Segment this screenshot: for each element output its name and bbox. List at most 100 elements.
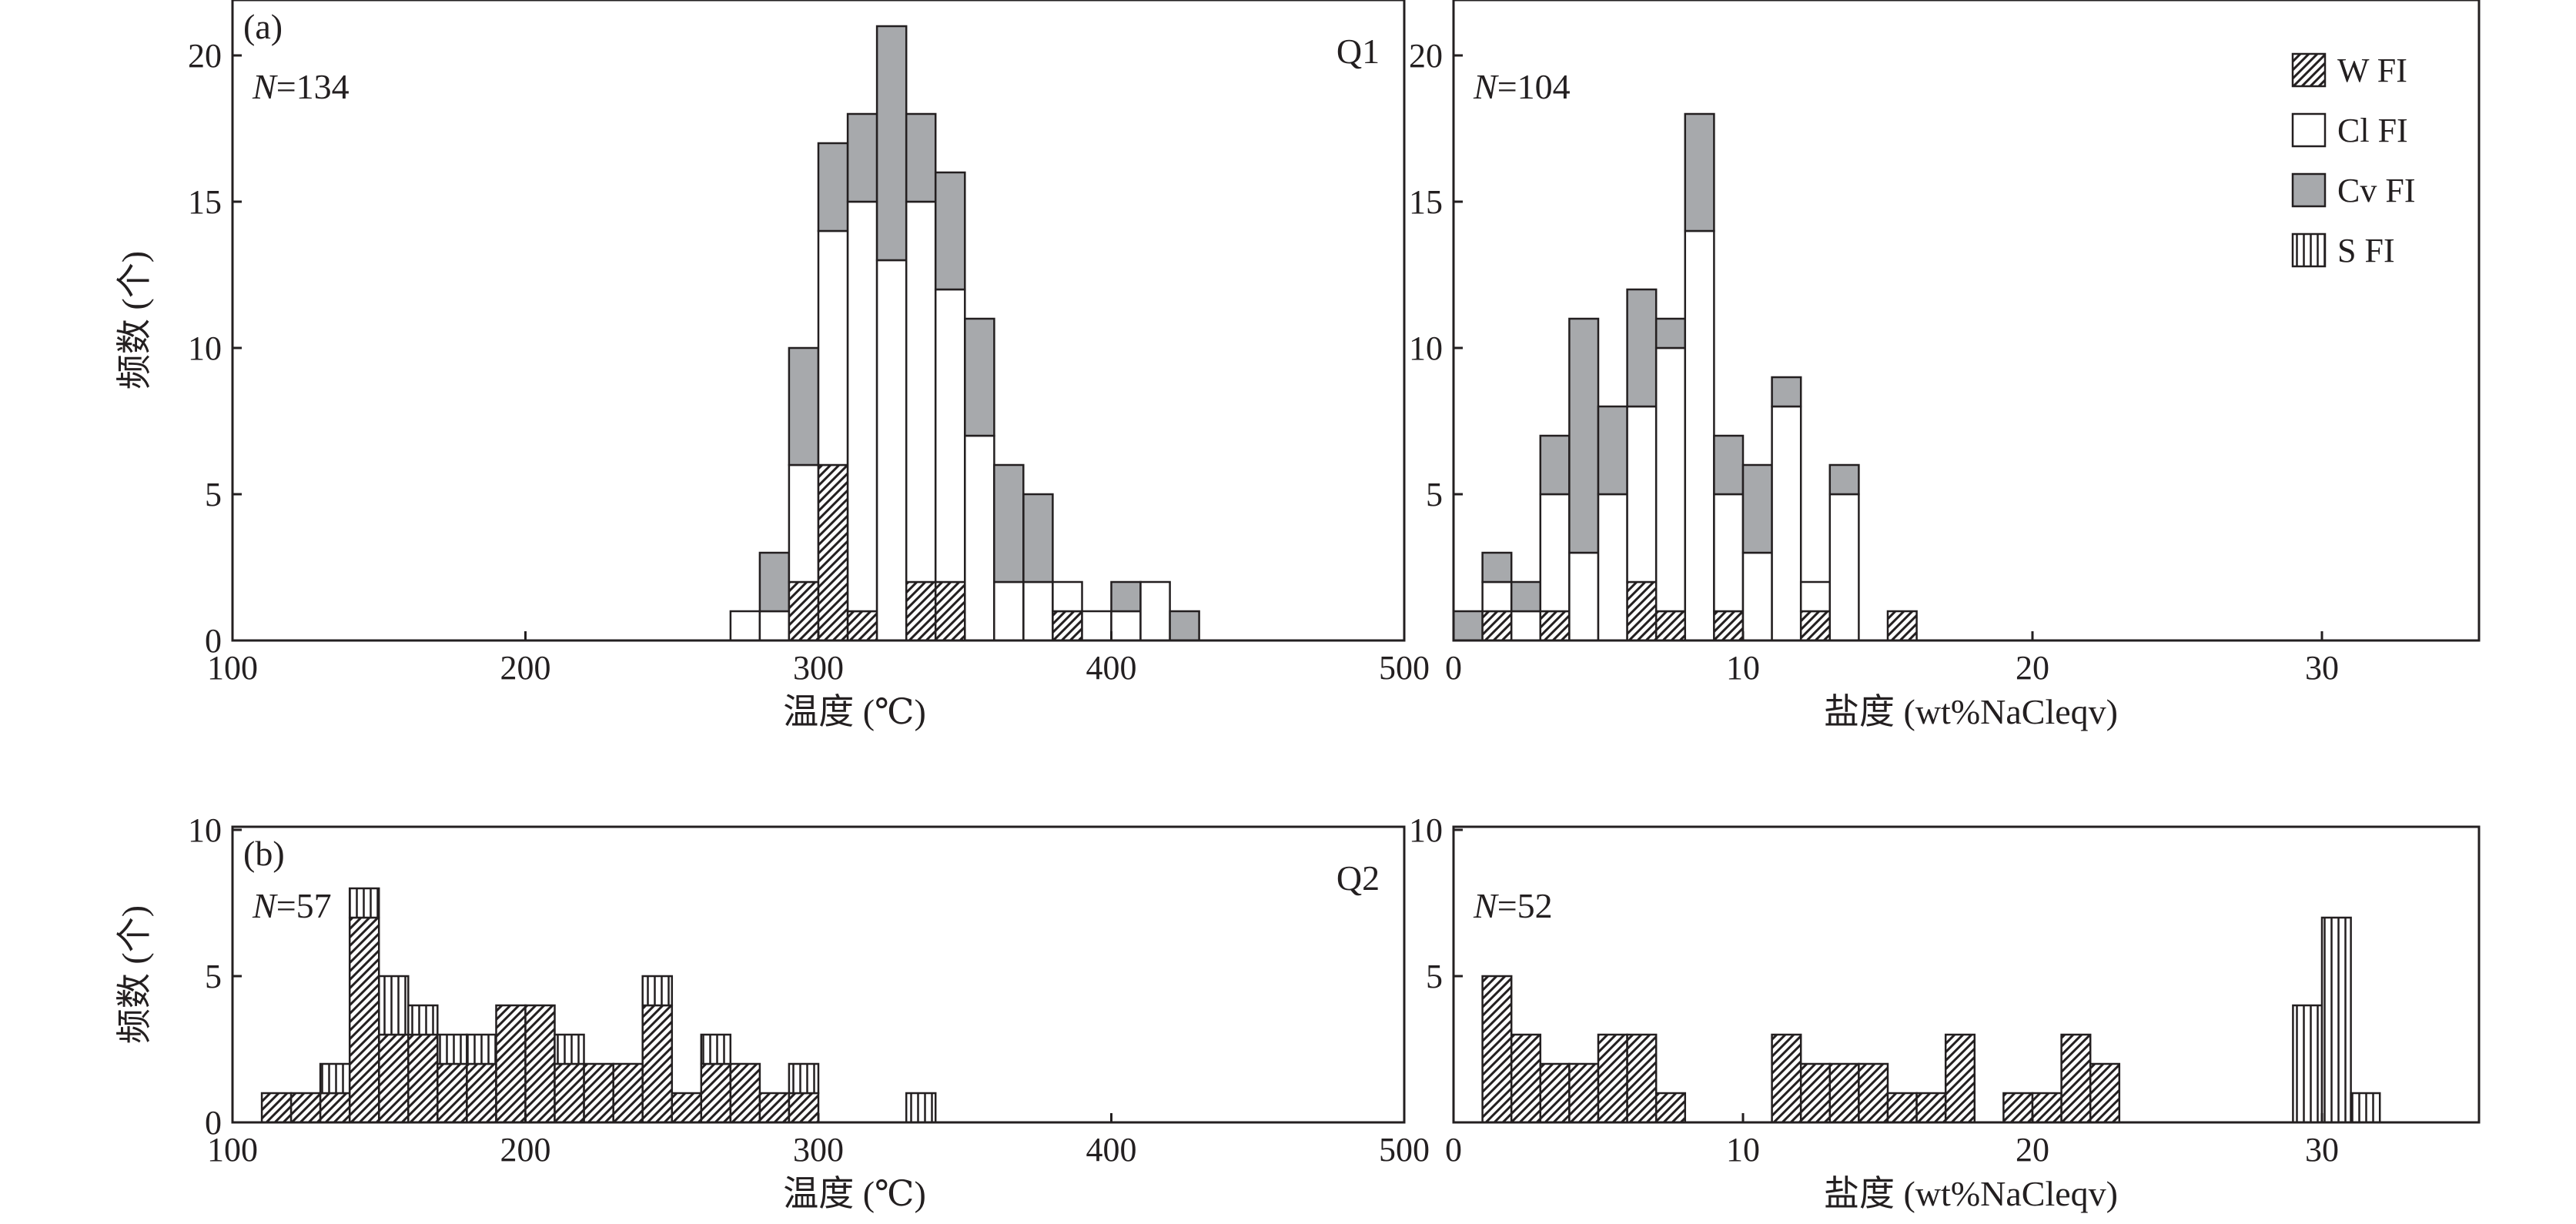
bar-w-290 bbox=[788, 1092, 820, 1124]
legend-label: Cl FI bbox=[2337, 112, 2408, 149]
bar-w-160 bbox=[407, 1033, 439, 1124]
legend-swatch bbox=[2291, 172, 2327, 208]
bar-cv-7 bbox=[1654, 317, 1687, 349]
legend-item-cl: Cl FI bbox=[2291, 112, 2408, 149]
legend-swatch bbox=[2291, 232, 2327, 268]
x-tick-label: 10 bbox=[1726, 649, 1760, 687]
bar-cl-4 bbox=[1568, 551, 1600, 642]
bar-w-16 bbox=[1915, 1092, 1947, 1124]
bar-cl-320 bbox=[875, 259, 908, 642]
bar-s-30 bbox=[2320, 916, 2352, 1124]
n-symbol: N bbox=[252, 67, 278, 106]
panel-3: 100 200 300 400 500 0 5 10 温度 (℃) 频数 (个) (b) Q2 N=57 bbox=[115, 811, 1430, 1213]
bar-cv-310 bbox=[846, 112, 878, 203]
bar-w-7 bbox=[1654, 610, 1687, 642]
bar-s-140 bbox=[348, 887, 380, 919]
bar-s-29 bbox=[2292, 1004, 2323, 1124]
y-tick-label: 15 bbox=[1409, 183, 1443, 221]
sample-label: Q2 bbox=[1337, 858, 1380, 898]
bar-s-170 bbox=[437, 1033, 468, 1065]
bar-cv-370 bbox=[1022, 493, 1054, 584]
bar-cv-8 bbox=[1684, 112, 1715, 232]
x-tick-label: 400 bbox=[1086, 649, 1137, 687]
y-tick-label: 0 bbox=[205, 1104, 222, 1142]
x-tick-label: 20 bbox=[2016, 649, 2049, 687]
bar-s-240 bbox=[641, 975, 674, 1007]
bar-cl-300 bbox=[817, 229, 849, 467]
x-tick-label: 300 bbox=[793, 649, 844, 687]
bar-s-180 bbox=[466, 1033, 497, 1065]
plot-frame bbox=[1452, 0, 2481, 642]
legend-label: W FI bbox=[2337, 52, 2407, 89]
legend-item-s: S FI bbox=[2291, 232, 2395, 269]
bar-s-160 bbox=[407, 1004, 439, 1036]
bar-cv-11 bbox=[1771, 376, 1802, 408]
bar-cv-0 bbox=[1452, 610, 1484, 642]
bar-w-250 bbox=[671, 1092, 703, 1124]
bar-s-260 bbox=[700, 1033, 732, 1065]
bar-cv-330 bbox=[905, 112, 937, 203]
bar-cv-420 bbox=[1169, 610, 1200, 642]
bar-cv-5 bbox=[1597, 405, 1628, 496]
y-tick-label: 5 bbox=[205, 476, 222, 513]
legend-swatch bbox=[2291, 112, 2327, 148]
bar-cl-400 bbox=[1110, 610, 1142, 642]
bar-w-1 bbox=[1481, 610, 1513, 642]
bar-cl-330 bbox=[905, 200, 937, 584]
bar-w-120 bbox=[289, 1092, 322, 1124]
bar-cl-5 bbox=[1597, 493, 1628, 642]
legend-label: Cv FI bbox=[2337, 172, 2415, 209]
bar-s-150 bbox=[378, 975, 410, 1036]
bar-w-140 bbox=[348, 916, 380, 1124]
x-tick-label: 10 bbox=[1726, 1131, 1760, 1169]
bar-w-130 bbox=[319, 1092, 351, 1124]
n-value: =134 bbox=[276, 67, 350, 106]
bar-cv-340 bbox=[934, 171, 966, 291]
bar-w-6 bbox=[1626, 580, 1658, 642]
bar-cv-3 bbox=[1539, 434, 1571, 496]
bar-w-380 bbox=[1052, 610, 1083, 642]
bar-cl-270 bbox=[729, 610, 761, 642]
legend-item-cv: Cv FI bbox=[2291, 172, 2415, 209]
bar-cv-300 bbox=[817, 142, 849, 232]
x-tick-label: 20 bbox=[2016, 1131, 2049, 1169]
legend-label: S FI bbox=[2337, 232, 2395, 269]
bar-w-330 bbox=[905, 580, 937, 642]
y-tick-label: 20 bbox=[1409, 37, 1443, 75]
bar-cl-390 bbox=[1081, 610, 1112, 642]
x-tick-label: 0 bbox=[1445, 649, 1462, 687]
bar-cl-7 bbox=[1654, 346, 1687, 613]
bar-w-170 bbox=[437, 1062, 468, 1124]
bar-w-230 bbox=[612, 1062, 644, 1124]
panel-2: 0 10 20 30 5 10 15 20 盐度 (wt%NaCleqv) N=104 bbox=[1409, 0, 2481, 731]
bar-w-9 bbox=[1713, 610, 1745, 642]
sample-label: Q1 bbox=[1337, 32, 1380, 71]
bar-w-190 bbox=[495, 1004, 527, 1124]
y-tick-label: 0 bbox=[205, 622, 222, 660]
bar-w-7 bbox=[1654, 1092, 1687, 1124]
bar-cl-290 bbox=[788, 463, 820, 584]
y-axis-label: 频数 (个) bbox=[115, 905, 154, 1044]
bar-w-210 bbox=[554, 1062, 585, 1124]
n-symbol: N bbox=[252, 886, 278, 925]
x-tick-label: 30 bbox=[2305, 649, 2339, 687]
y-tick-label: 15 bbox=[188, 183, 222, 221]
n-value: =52 bbox=[1497, 886, 1553, 925]
panel-label: (a) bbox=[243, 7, 283, 46]
bar-w-3 bbox=[1539, 610, 1571, 642]
bar-w-5 bbox=[1597, 1033, 1628, 1124]
bar-w-15 bbox=[1886, 610, 1918, 642]
bar-w-12 bbox=[1799, 610, 1832, 642]
bar-cl-310 bbox=[846, 200, 878, 613]
bar-cv-360 bbox=[993, 463, 1025, 584]
legend: W FI Cl FI Cv FI S FI bbox=[2291, 52, 2415, 269]
bar-w-340 bbox=[934, 580, 966, 642]
x-axis-label: 盐度 (wt%NaCleqv) bbox=[1824, 1174, 2118, 1213]
bar-cv-6 bbox=[1626, 288, 1658, 408]
bar-w-270 bbox=[729, 1062, 761, 1124]
bar-cl-9 bbox=[1713, 493, 1745, 613]
x-tick-label: 30 bbox=[2305, 1131, 2339, 1169]
bar-cl-410 bbox=[1139, 580, 1171, 642]
